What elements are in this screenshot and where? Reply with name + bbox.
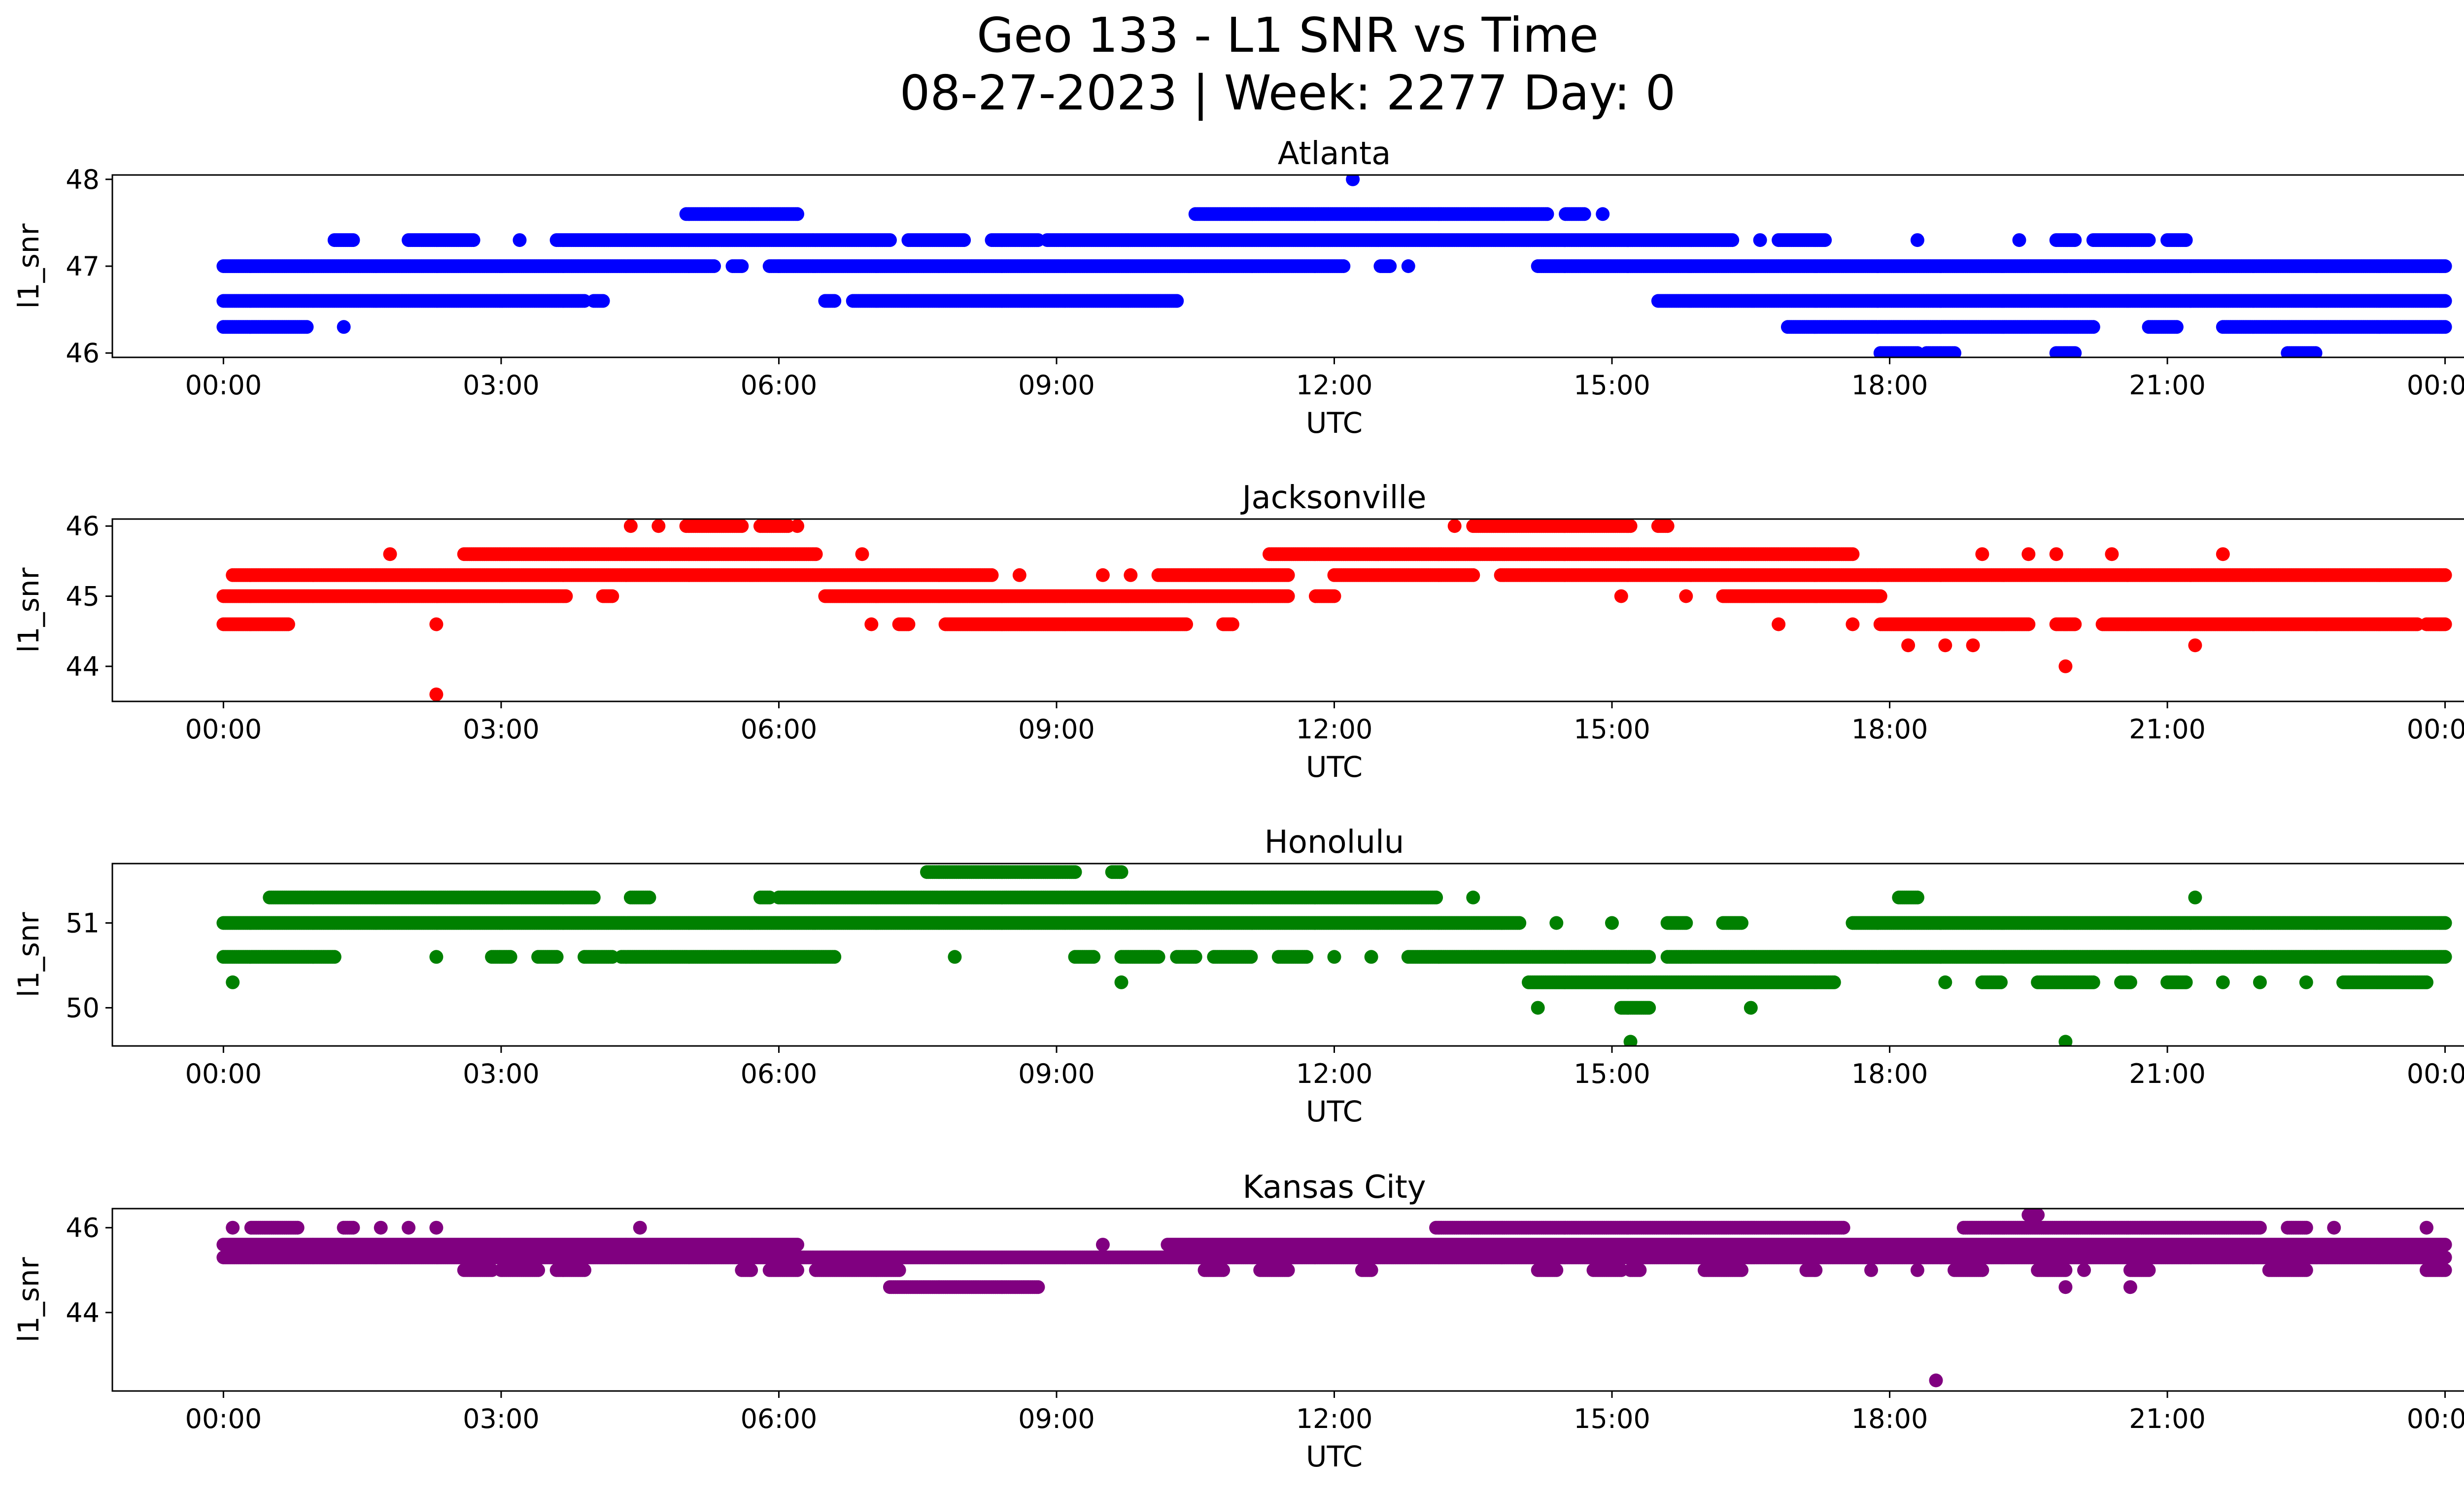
x-tick-label: 00:00 (185, 370, 262, 401)
data-point (2308, 346, 2323, 357)
data-point (1179, 617, 1193, 631)
data-point (1346, 175, 1360, 186)
data-point (2438, 294, 2452, 308)
y-tick-label: 46 (66, 338, 100, 369)
data-point (1281, 568, 1295, 582)
data-point (1577, 207, 1591, 221)
data-point (1124, 568, 1138, 582)
figure-title-line-1: Geo 133 - L1 SNR vs Time (977, 7, 1599, 63)
data-point (1948, 346, 1961, 357)
x-tick-label: 03:00 (463, 370, 540, 401)
data-point (1401, 259, 1415, 273)
data-point (1383, 259, 1397, 273)
data-point (281, 617, 295, 631)
subplot-title: Jacksonville (1240, 480, 1427, 516)
x-tick-label: 15:00 (1574, 370, 1650, 401)
data-point (1772, 617, 1786, 631)
data-point (1540, 207, 1554, 221)
x-tick-label: 18:00 (1851, 370, 1928, 401)
data-point (864, 617, 879, 631)
data-point (1725, 233, 1740, 247)
data-point (337, 320, 351, 334)
data-point (429, 687, 444, 701)
data-point (1012, 568, 1027, 582)
data-point (2086, 320, 2100, 334)
data-point (605, 589, 619, 603)
x-tick-label: 21:00 (2129, 370, 2206, 401)
y-tick-label: 48 (66, 164, 100, 195)
data-point (1679, 589, 1693, 603)
data-point (1281, 589, 1295, 603)
data-point (2068, 617, 2082, 631)
data-series-points (216, 519, 2452, 701)
data-point (1938, 638, 1952, 653)
x-tick-label: 09:00 (1018, 370, 1095, 401)
x-tick-label: 00:00 (2407, 370, 2464, 401)
data-point (901, 617, 916, 631)
data-point (2142, 233, 2156, 247)
data-point (735, 259, 749, 273)
data-point (429, 617, 444, 631)
data-point (559, 589, 573, 603)
data-point (1614, 589, 1628, 603)
figure-title-line-2: 08-27-2023 | Week: 2277 Day: 0 (900, 65, 1676, 121)
data-point (596, 294, 610, 308)
data-point (513, 233, 527, 247)
data-point (2169, 320, 2184, 334)
data-point (1170, 294, 1184, 308)
subplot-title: Atlanta (1278, 136, 1391, 172)
data-point (466, 233, 480, 247)
data-point (1910, 233, 1924, 247)
x-tick-label: 06:00 (741, 370, 818, 401)
data-point (1901, 638, 1916, 653)
data-point (707, 259, 721, 273)
data-point (2058, 659, 2073, 673)
x-tick-label: 12:00 (1296, 370, 1373, 401)
data-point (827, 294, 842, 308)
data-point (1327, 589, 1341, 603)
subplot-0: Atlanta 00:00 03:00 06:00 09:00 12:00 15:00 18:… (12, 136, 2464, 440)
data-point (1466, 568, 1480, 582)
data-point (2438, 259, 2452, 273)
data-point (2068, 233, 2082, 247)
data-point (2179, 233, 2193, 247)
data-point (1225, 617, 1239, 631)
data-point (2068, 346, 2082, 357)
data-point (1818, 233, 1832, 247)
data-point (1753, 233, 1767, 247)
data-point (957, 233, 971, 247)
data-point (2438, 320, 2452, 334)
data-series-points (216, 175, 2452, 357)
data-point (2012, 233, 2026, 247)
subplot-panels: Atlanta 00:00 03:00 06:00 09:00 12:00 15:00 18:… (12, 136, 2464, 1473)
data-point (2438, 617, 2452, 631)
data-point (1966, 638, 1980, 653)
data-point (1336, 259, 1351, 273)
data-point (300, 320, 314, 334)
data-point (1596, 207, 1610, 221)
y-tick-label: 47 (66, 251, 100, 282)
data-point (346, 233, 360, 247)
data-point (2188, 638, 2202, 653)
data-point (883, 233, 897, 247)
y-axis-label: l1_snr (12, 223, 45, 309)
data-point (1095, 568, 1110, 582)
data-point (985, 568, 999, 582)
data-point (790, 207, 804, 221)
x-axis-label: UTC (1306, 406, 1363, 440)
data-point (1873, 589, 1887, 603)
data-point (2021, 617, 2036, 631)
data-point (1846, 617, 1860, 631)
